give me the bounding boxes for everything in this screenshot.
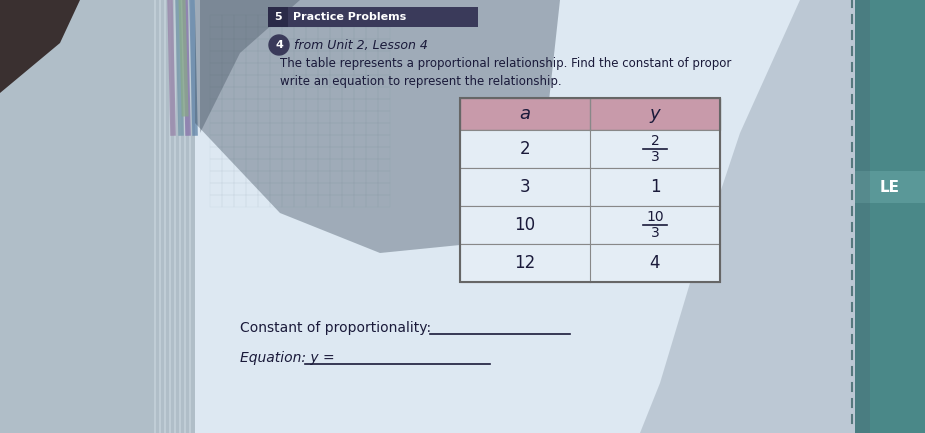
FancyBboxPatch shape: [268, 7, 288, 27]
Polygon shape: [0, 0, 80, 93]
FancyBboxPatch shape: [460, 130, 720, 168]
Text: y: y: [649, 105, 660, 123]
Text: 3: 3: [650, 226, 660, 240]
Text: a: a: [520, 105, 531, 123]
Text: Equation: y =: Equation: y =: [240, 351, 335, 365]
Polygon shape: [855, 0, 925, 433]
Text: from Unit 2, Lesson 4: from Unit 2, Lesson 4: [294, 39, 428, 52]
FancyBboxPatch shape: [460, 98, 720, 130]
Text: write an equation to represent the relationship.: write an equation to represent the relat…: [280, 74, 561, 87]
Text: The table represents a proportional relationship. Find the constant of propor: The table represents a proportional rela…: [280, 58, 732, 71]
Text: 12: 12: [514, 254, 536, 272]
FancyBboxPatch shape: [460, 244, 720, 282]
Text: 2: 2: [650, 134, 660, 148]
Text: LE: LE: [880, 180, 900, 194]
Polygon shape: [195, 0, 560, 253]
Text: 3: 3: [650, 150, 660, 164]
Polygon shape: [195, 0, 870, 433]
Text: 10: 10: [514, 216, 536, 234]
Text: 2: 2: [520, 140, 530, 158]
Polygon shape: [640, 0, 870, 433]
Text: 5: 5: [274, 12, 282, 22]
Text: Constant of proportionality:: Constant of proportionality:: [240, 321, 431, 335]
FancyBboxPatch shape: [855, 171, 925, 203]
FancyBboxPatch shape: [460, 206, 720, 244]
Circle shape: [269, 35, 289, 55]
Text: 4: 4: [275, 40, 283, 50]
Text: 10: 10: [647, 210, 664, 224]
Polygon shape: [200, 0, 300, 133]
Polygon shape: [0, 0, 200, 433]
Text: 1: 1: [649, 178, 660, 196]
Text: 3: 3: [520, 178, 530, 196]
Text: Practice Problems: Practice Problems: [293, 12, 406, 22]
FancyBboxPatch shape: [268, 7, 478, 27]
FancyBboxPatch shape: [460, 168, 720, 206]
Text: 4: 4: [649, 254, 660, 272]
